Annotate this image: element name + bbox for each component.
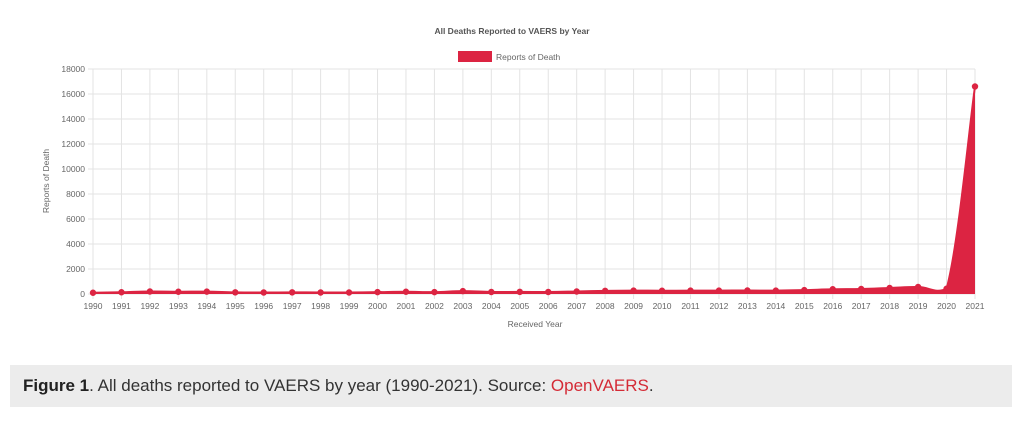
- data-point: [857, 285, 865, 293]
- x-tick-label: 2007: [567, 301, 586, 311]
- y-axis-label: Reports of Death: [41, 149, 51, 214]
- x-tick-label: 2012: [709, 301, 728, 311]
- caption-figure-label: Figure 1: [23, 376, 90, 395]
- x-tick-label: 1995: [226, 301, 245, 311]
- data-point: [687, 287, 694, 294]
- data-point: [459, 287, 467, 295]
- x-tick-label: 2004: [482, 301, 501, 311]
- data-point: [573, 288, 580, 295]
- x-tick-label: 1990: [84, 301, 103, 311]
- x-tick-label: 2005: [510, 301, 529, 311]
- legend[interactable]: Reports of Death: [458, 51, 561, 62]
- data-point: [488, 288, 495, 296]
- x-tick-label: 1991: [112, 301, 131, 311]
- x-tick-label: 2020: [937, 301, 956, 311]
- data-point: [89, 289, 97, 296]
- x-tick-label: 2017: [852, 301, 871, 311]
- legend-label: Reports of Death: [496, 52, 561, 62]
- data-point: [715, 287, 723, 294]
- data-point: [744, 287, 751, 294]
- x-tick-label: 2014: [766, 301, 785, 311]
- data-point: [146, 288, 154, 295]
- x-tick-label: 1999: [340, 301, 359, 311]
- x-tick-label: 2000: [368, 301, 387, 311]
- x-tick-label: 2009: [624, 301, 643, 311]
- data-point: [232, 289, 239, 296]
- y-tick-label: 10000: [61, 164, 85, 174]
- caption-text: . All deaths reported to VAERS by year (…: [89, 376, 551, 395]
- series-line: [92, 86, 976, 294]
- x-tick-label: 2002: [425, 301, 444, 311]
- data-point: [829, 286, 836, 293]
- y-tick-label: 4000: [66, 239, 85, 249]
- data-point: [345, 289, 353, 296]
- y-tick-label: 12000: [61, 139, 85, 149]
- x-tick-label: 2019: [909, 301, 928, 311]
- data-point: [260, 289, 267, 296]
- x-tick-label: 2003: [453, 301, 472, 311]
- x-tick-label: 1997: [283, 301, 302, 311]
- data-point: [943, 285, 950, 292]
- data-point: [203, 288, 211, 295]
- data-point: [431, 288, 438, 296]
- data-point: [914, 283, 922, 291]
- x-tick-label: 2015: [795, 301, 814, 311]
- x-tick-label: 1996: [254, 301, 273, 311]
- x-axis-label: Received Year: [508, 319, 563, 329]
- x-tick-label: 1993: [169, 301, 188, 311]
- chart-title: All Deaths Reported to VAERS by Year: [434, 26, 590, 36]
- y-tick-label: 6000: [66, 214, 85, 224]
- series-area: [92, 86, 976, 294]
- caption-end: .: [648, 376, 654, 395]
- series-fill: [93, 86, 975, 294]
- grid: [88, 68, 976, 299]
- data-point: [545, 288, 552, 296]
- caption-source-link[interactable]: OpenVAERS: [550, 376, 649, 395]
- y-tick-label: 18000: [61, 64, 85, 74]
- x-tick-label: 2021: [966, 301, 985, 311]
- data-point: [374, 288, 381, 296]
- y-tick-label: 14000: [61, 114, 85, 124]
- data-point: [288, 289, 296, 296]
- data-point: [516, 288, 523, 296]
- data-point: [402, 288, 410, 295]
- x-tick-label: 2018: [880, 301, 899, 311]
- data-point: [317, 289, 324, 296]
- series-points: [89, 83, 979, 296]
- y-tick-label: 2000: [66, 264, 85, 274]
- data-point: [175, 288, 182, 295]
- data-point: [658, 287, 666, 294]
- legend-swatch: [458, 51, 492, 62]
- figure-caption: Figure 1. All deaths reported to VAERS b…: [10, 365, 1012, 407]
- y-axis-ticks: 0 2000 4000 6000 8000 10000 12000 14000 16000 180…: [61, 64, 85, 299]
- x-tick-label: 2011: [681, 301, 700, 311]
- x-tick-label: 2010: [653, 301, 672, 311]
- x-tick-label: 1998: [311, 301, 330, 311]
- x-tick-label: 2006: [539, 301, 558, 311]
- y-tick-label: 0: [80, 289, 85, 299]
- y-tick-label: 8000: [66, 189, 85, 199]
- x-tick-label: 2008: [596, 301, 615, 311]
- x-tick-label: 1992: [140, 301, 159, 311]
- data-point: [630, 287, 637, 294]
- data-point: [971, 83, 979, 90]
- x-tick-label: 1994: [197, 301, 216, 311]
- x-tick-label: 2013: [738, 301, 757, 311]
- y-tick-label: 16000: [61, 89, 85, 99]
- x-axis-ticks: 1990 1991 1992 1993 1994 1995 1996 1997 1998 1999…: [84, 301, 985, 311]
- chart: All Deaths Reported to VAERS by Year Rep…: [41, 26, 985, 329]
- data-point: [772, 287, 780, 294]
- x-tick-label: 2001: [397, 301, 416, 311]
- data-point: [801, 286, 808, 294]
- data-point: [601, 287, 609, 295]
- data-point: [886, 284, 893, 292]
- data-point: [118, 289, 125, 296]
- x-tick-label: 2016: [823, 301, 842, 311]
